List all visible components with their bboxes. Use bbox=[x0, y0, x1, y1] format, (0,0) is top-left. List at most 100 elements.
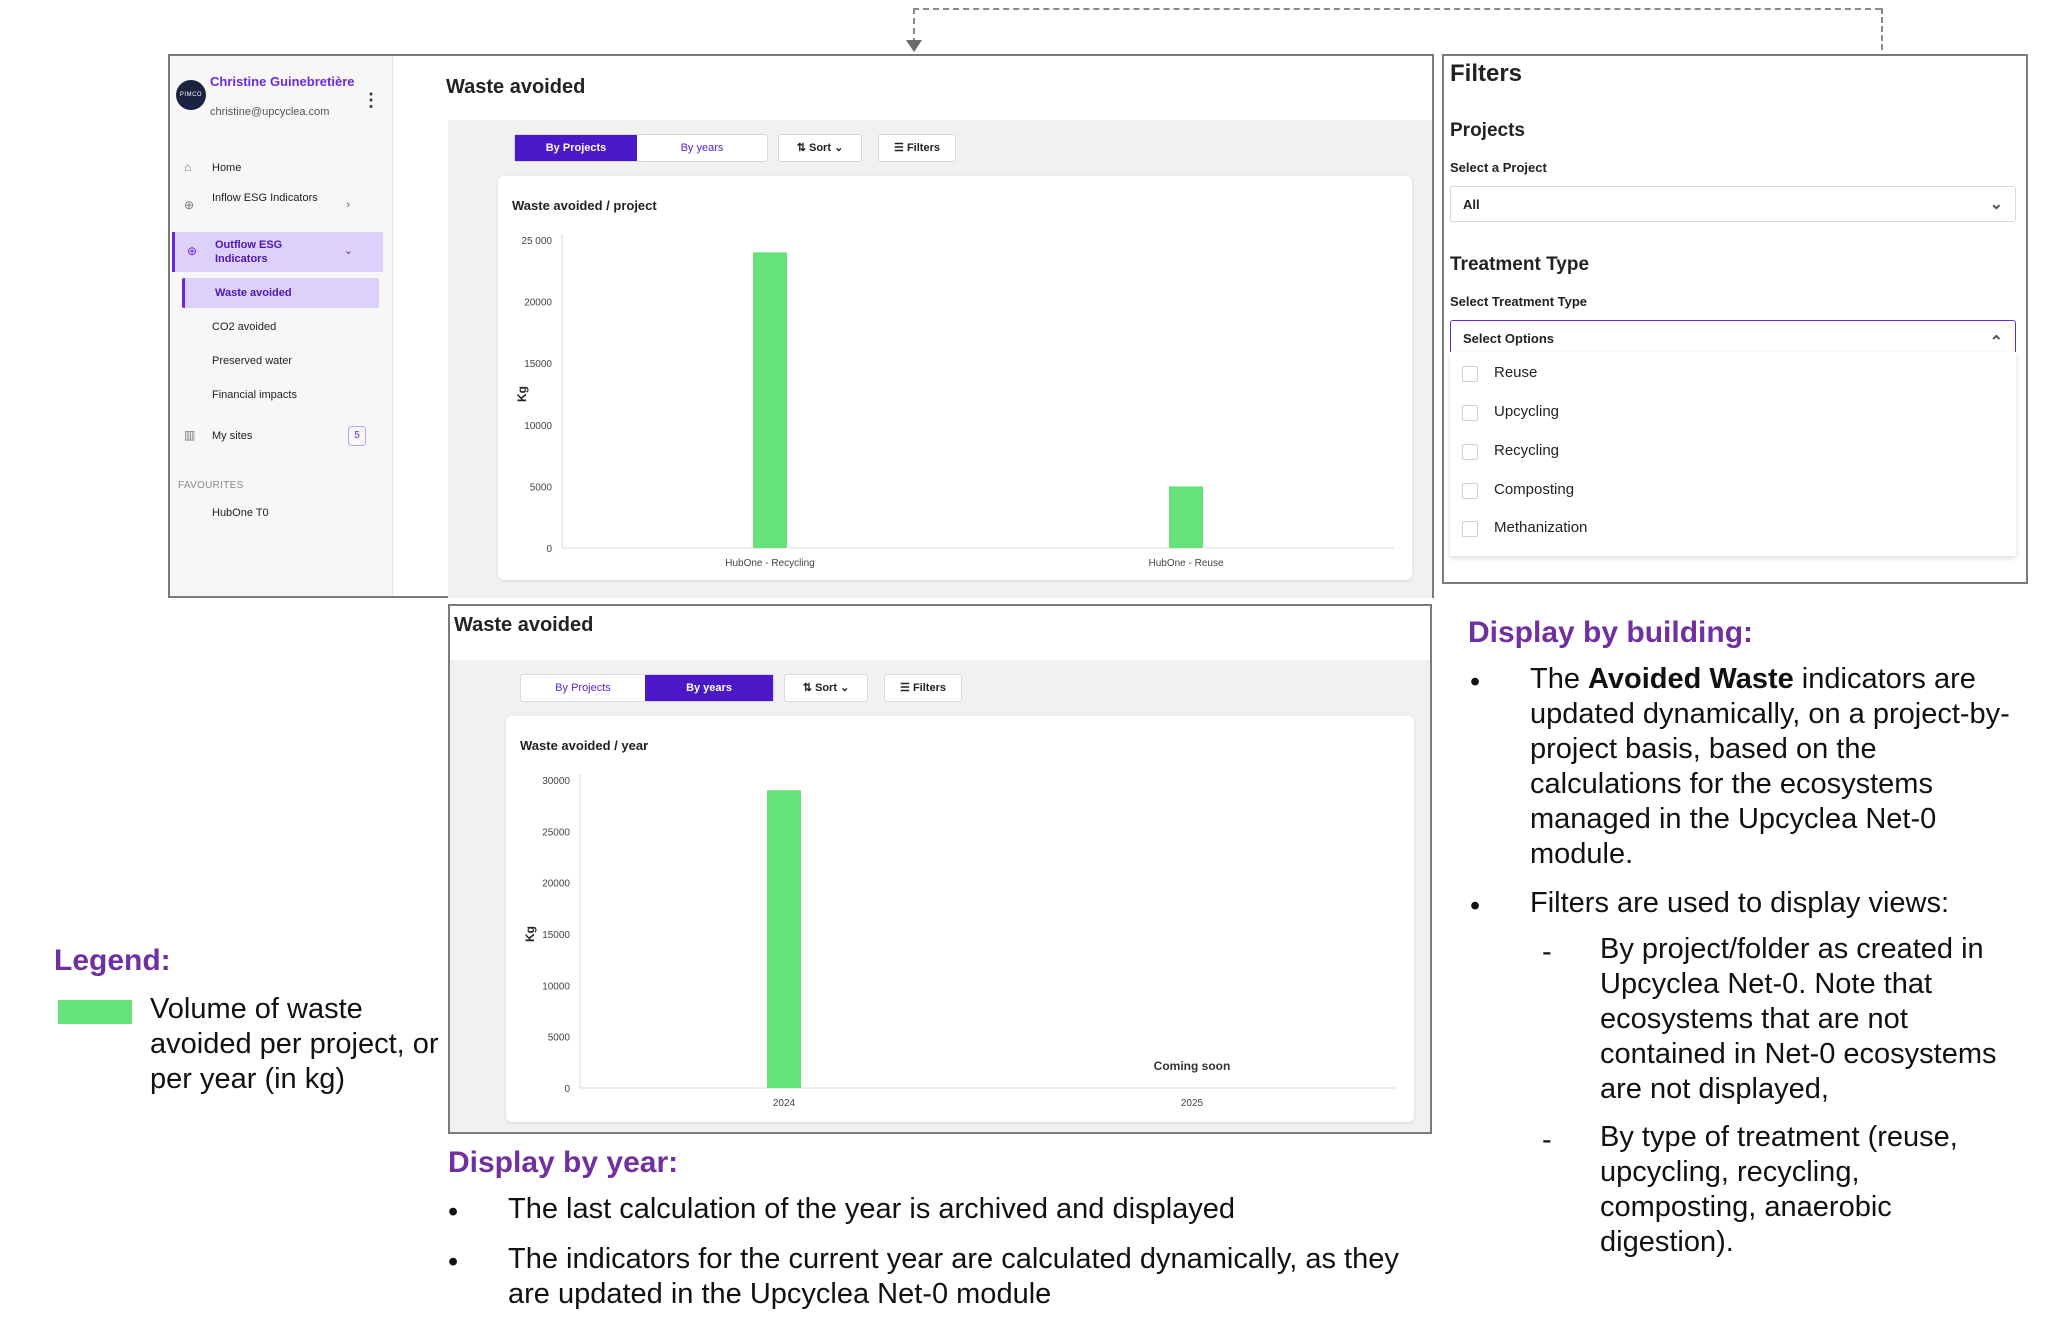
avatar[interactable]: PIMCO bbox=[176, 80, 206, 110]
sidebar-item-outflow[interactable]: ⊕ Outflow ESG Indicators ⌄ bbox=[172, 232, 383, 272]
bar bbox=[753, 252, 787, 548]
user-name: Christine Guinebretière bbox=[210, 74, 355, 89]
page-title: Waste avoided bbox=[454, 614, 594, 636]
favourite-item[interactable]: HubOne T0 bbox=[212, 507, 269, 519]
app-window-by-years: Waste avoided By Projects By years ⇅ Sor… bbox=[448, 604, 1432, 1134]
x-tick-label: 2024 bbox=[773, 1098, 796, 1109]
tab-by-years[interactable]: By years bbox=[680, 142, 724, 154]
treatment-options-menu: Reuse Upcycling Recycling Composting Met… bbox=[1450, 352, 2016, 556]
y-axis-label: Kg bbox=[523, 926, 537, 942]
view-toggle: By Projects By years bbox=[520, 674, 774, 702]
checkbox[interactable] bbox=[1462, 444, 1478, 460]
connector-arrow-icon bbox=[906, 40, 922, 52]
building-bullet-1: The Avoided Waste indicators are updated… bbox=[1530, 663, 2010, 870]
sort-icon: ⇅ bbox=[796, 142, 806, 154]
projects-header: Projects bbox=[1450, 120, 1525, 141]
arrow-up-circle-icon: ⊕ bbox=[187, 244, 198, 258]
year-bullet-1: The last calculation of the year is arch… bbox=[508, 1193, 1236, 1225]
bullet: • bbox=[448, 1246, 459, 1278]
y-tick-label: 0 bbox=[564, 1084, 570, 1095]
content-area: By Projects By years ⇅ Sort ⌄ ☰ Filters … bbox=[448, 120, 1432, 598]
y-tick-label: 20000 bbox=[542, 879, 570, 890]
chevron-down-icon: ⌄ bbox=[834, 142, 844, 154]
legend-swatch bbox=[58, 1000, 132, 1024]
chevron-right-icon: › bbox=[346, 199, 350, 211]
checkbox[interactable] bbox=[1462, 521, 1478, 537]
dash: - bbox=[1542, 936, 1552, 968]
coming-soon-label: Coming soon bbox=[1154, 1059, 1231, 1073]
building-bullet-2: Filters are used to display views: bbox=[1530, 887, 1950, 919]
treatment-header: Treatment Type bbox=[1450, 254, 1590, 275]
favourites-header: FAVOURITES bbox=[178, 480, 244, 491]
view-toggle: By Projects By years bbox=[514, 134, 768, 162]
year-header: Display by year: bbox=[448, 1146, 679, 1179]
tab-by-projects[interactable]: By Projects bbox=[515, 135, 637, 161]
bar bbox=[1169, 486, 1203, 548]
sidebar-item-home[interactable]: ⌂ Home bbox=[184, 160, 242, 174]
legend-text: Volume of waste avoided per project, or … bbox=[150, 993, 439, 1095]
project-select-label: Select a Project bbox=[1450, 160, 1547, 175]
sort-icon: ⇅ bbox=[802, 682, 812, 694]
y-tick-label: 15000 bbox=[542, 930, 570, 941]
y-tick-label: 25000 bbox=[542, 827, 570, 838]
x-tick-label: 2025 bbox=[1181, 1098, 1204, 1109]
sidebar-item-my-sites[interactable]: ▥ My sites 5 bbox=[172, 422, 380, 450]
chart-title: Waste avoided / project bbox=[512, 198, 657, 213]
y-tick-label: 10000 bbox=[542, 981, 570, 992]
checkbox[interactable] bbox=[1462, 366, 1478, 382]
sidebar-subitem-waste-avoided[interactable]: Waste avoided bbox=[182, 278, 379, 308]
project-select[interactable]: All ⌄ bbox=[1450, 186, 2016, 222]
bullet: • bbox=[448, 1196, 459, 1228]
y-tick-label: 20000 bbox=[524, 298, 552, 309]
connector-line bbox=[1881, 8, 1883, 50]
user-email: christine@upcyclea.com bbox=[210, 106, 330, 118]
bullet: • bbox=[1470, 666, 1481, 698]
filters-panel: Filters Projects Select a Project All ⌄ … bbox=[1442, 54, 2028, 584]
building-icon: ▥ bbox=[184, 428, 196, 442]
bar bbox=[767, 790, 801, 1088]
connector-line bbox=[913, 8, 915, 44]
y-tick-label: 0 bbox=[546, 544, 552, 555]
y-tick-label: 5000 bbox=[548, 1033, 571, 1044]
bar-chart-years: Kg 0 5000 10000 15000 20000 25000 30000 2024 2025… bbox=[523, 774, 1396, 1109]
sidebar-item-inflow[interactable]: ⊕ Inflow ESG Indicators › bbox=[184, 192, 350, 212]
filters-button[interactable]: ☰ Filters bbox=[884, 674, 962, 702]
kebab-icon[interactable]: ⋮ bbox=[362, 90, 380, 110]
checkbox[interactable] bbox=[1462, 405, 1478, 421]
sidebar-subitem-preserved-water[interactable]: Preserved water bbox=[212, 355, 293, 367]
content-area: By Projects By years ⇅ Sort ⌄ ☰ Filters … bbox=[450, 660, 1430, 1132]
building-header: Display by building: bbox=[1468, 616, 1754, 649]
arrow-down-circle-icon: ⊕ bbox=[184, 198, 195, 212]
dash: - bbox=[1542, 1124, 1552, 1156]
sidebar-subitem-financial-impacts[interactable]: Financial impacts bbox=[212, 389, 297, 401]
sidebar: PIMCO Christine Guinebretière christine@… bbox=[170, 56, 393, 596]
page-title: Waste avoided bbox=[446, 76, 586, 98]
sites-count-badge: 5 bbox=[348, 426, 366, 446]
building-sub-2: By type of treatment (reuse, upcycling, … bbox=[1600, 1121, 1958, 1258]
app-window-by-projects: PIMCO Christine Guinebretière christine@… bbox=[168, 54, 1434, 598]
y-tick-label: 5000 bbox=[530, 482, 553, 493]
filters-title: Filters bbox=[1450, 60, 1523, 87]
legend-header: Legend: bbox=[54, 944, 171, 977]
y-tick-label: 10000 bbox=[524, 421, 552, 432]
checkbox[interactable] bbox=[1462, 483, 1478, 499]
bullet: • bbox=[1470, 890, 1481, 922]
tab-by-projects[interactable]: By Projects bbox=[555, 682, 611, 694]
sort-button[interactable]: ⇅ Sort ⌄ bbox=[784, 674, 868, 702]
home-icon: ⌂ bbox=[184, 160, 192, 174]
treatment-select[interactable]: Select Options ⌃ bbox=[1450, 320, 2016, 356]
sort-button[interactable]: ⇅ Sort ⌄ bbox=[778, 134, 862, 162]
sidebar-subitem-co2-avoided[interactable]: CO2 avoided bbox=[212, 321, 277, 333]
filter-icon: ☰ bbox=[900, 682, 910, 694]
tab-by-years[interactable]: By years bbox=[645, 675, 773, 701]
bar-chart-projects: Kg 0 5000 10000 15000 20000 25 000 HubOne - Rec… bbox=[515, 234, 1394, 569]
treatment-select-label: Select Treatment Type bbox=[1450, 294, 1588, 309]
chart-title: Waste avoided / year bbox=[520, 738, 649, 753]
filters-button[interactable]: ☰ Filters bbox=[878, 134, 956, 162]
y-tick-label: 30000 bbox=[542, 776, 570, 787]
chart-card-years: Waste avoided / year Kg 0 5000 10000 15000 20… bbox=[506, 716, 1414, 1122]
chevron-down-icon: ⌄ bbox=[840, 682, 850, 694]
chevron-down-icon: ⌄ bbox=[343, 245, 353, 257]
chevron-up-icon: ⌃ bbox=[1989, 334, 2003, 351]
year-bullet-2: The indicators for the current year are … bbox=[508, 1243, 1399, 1310]
